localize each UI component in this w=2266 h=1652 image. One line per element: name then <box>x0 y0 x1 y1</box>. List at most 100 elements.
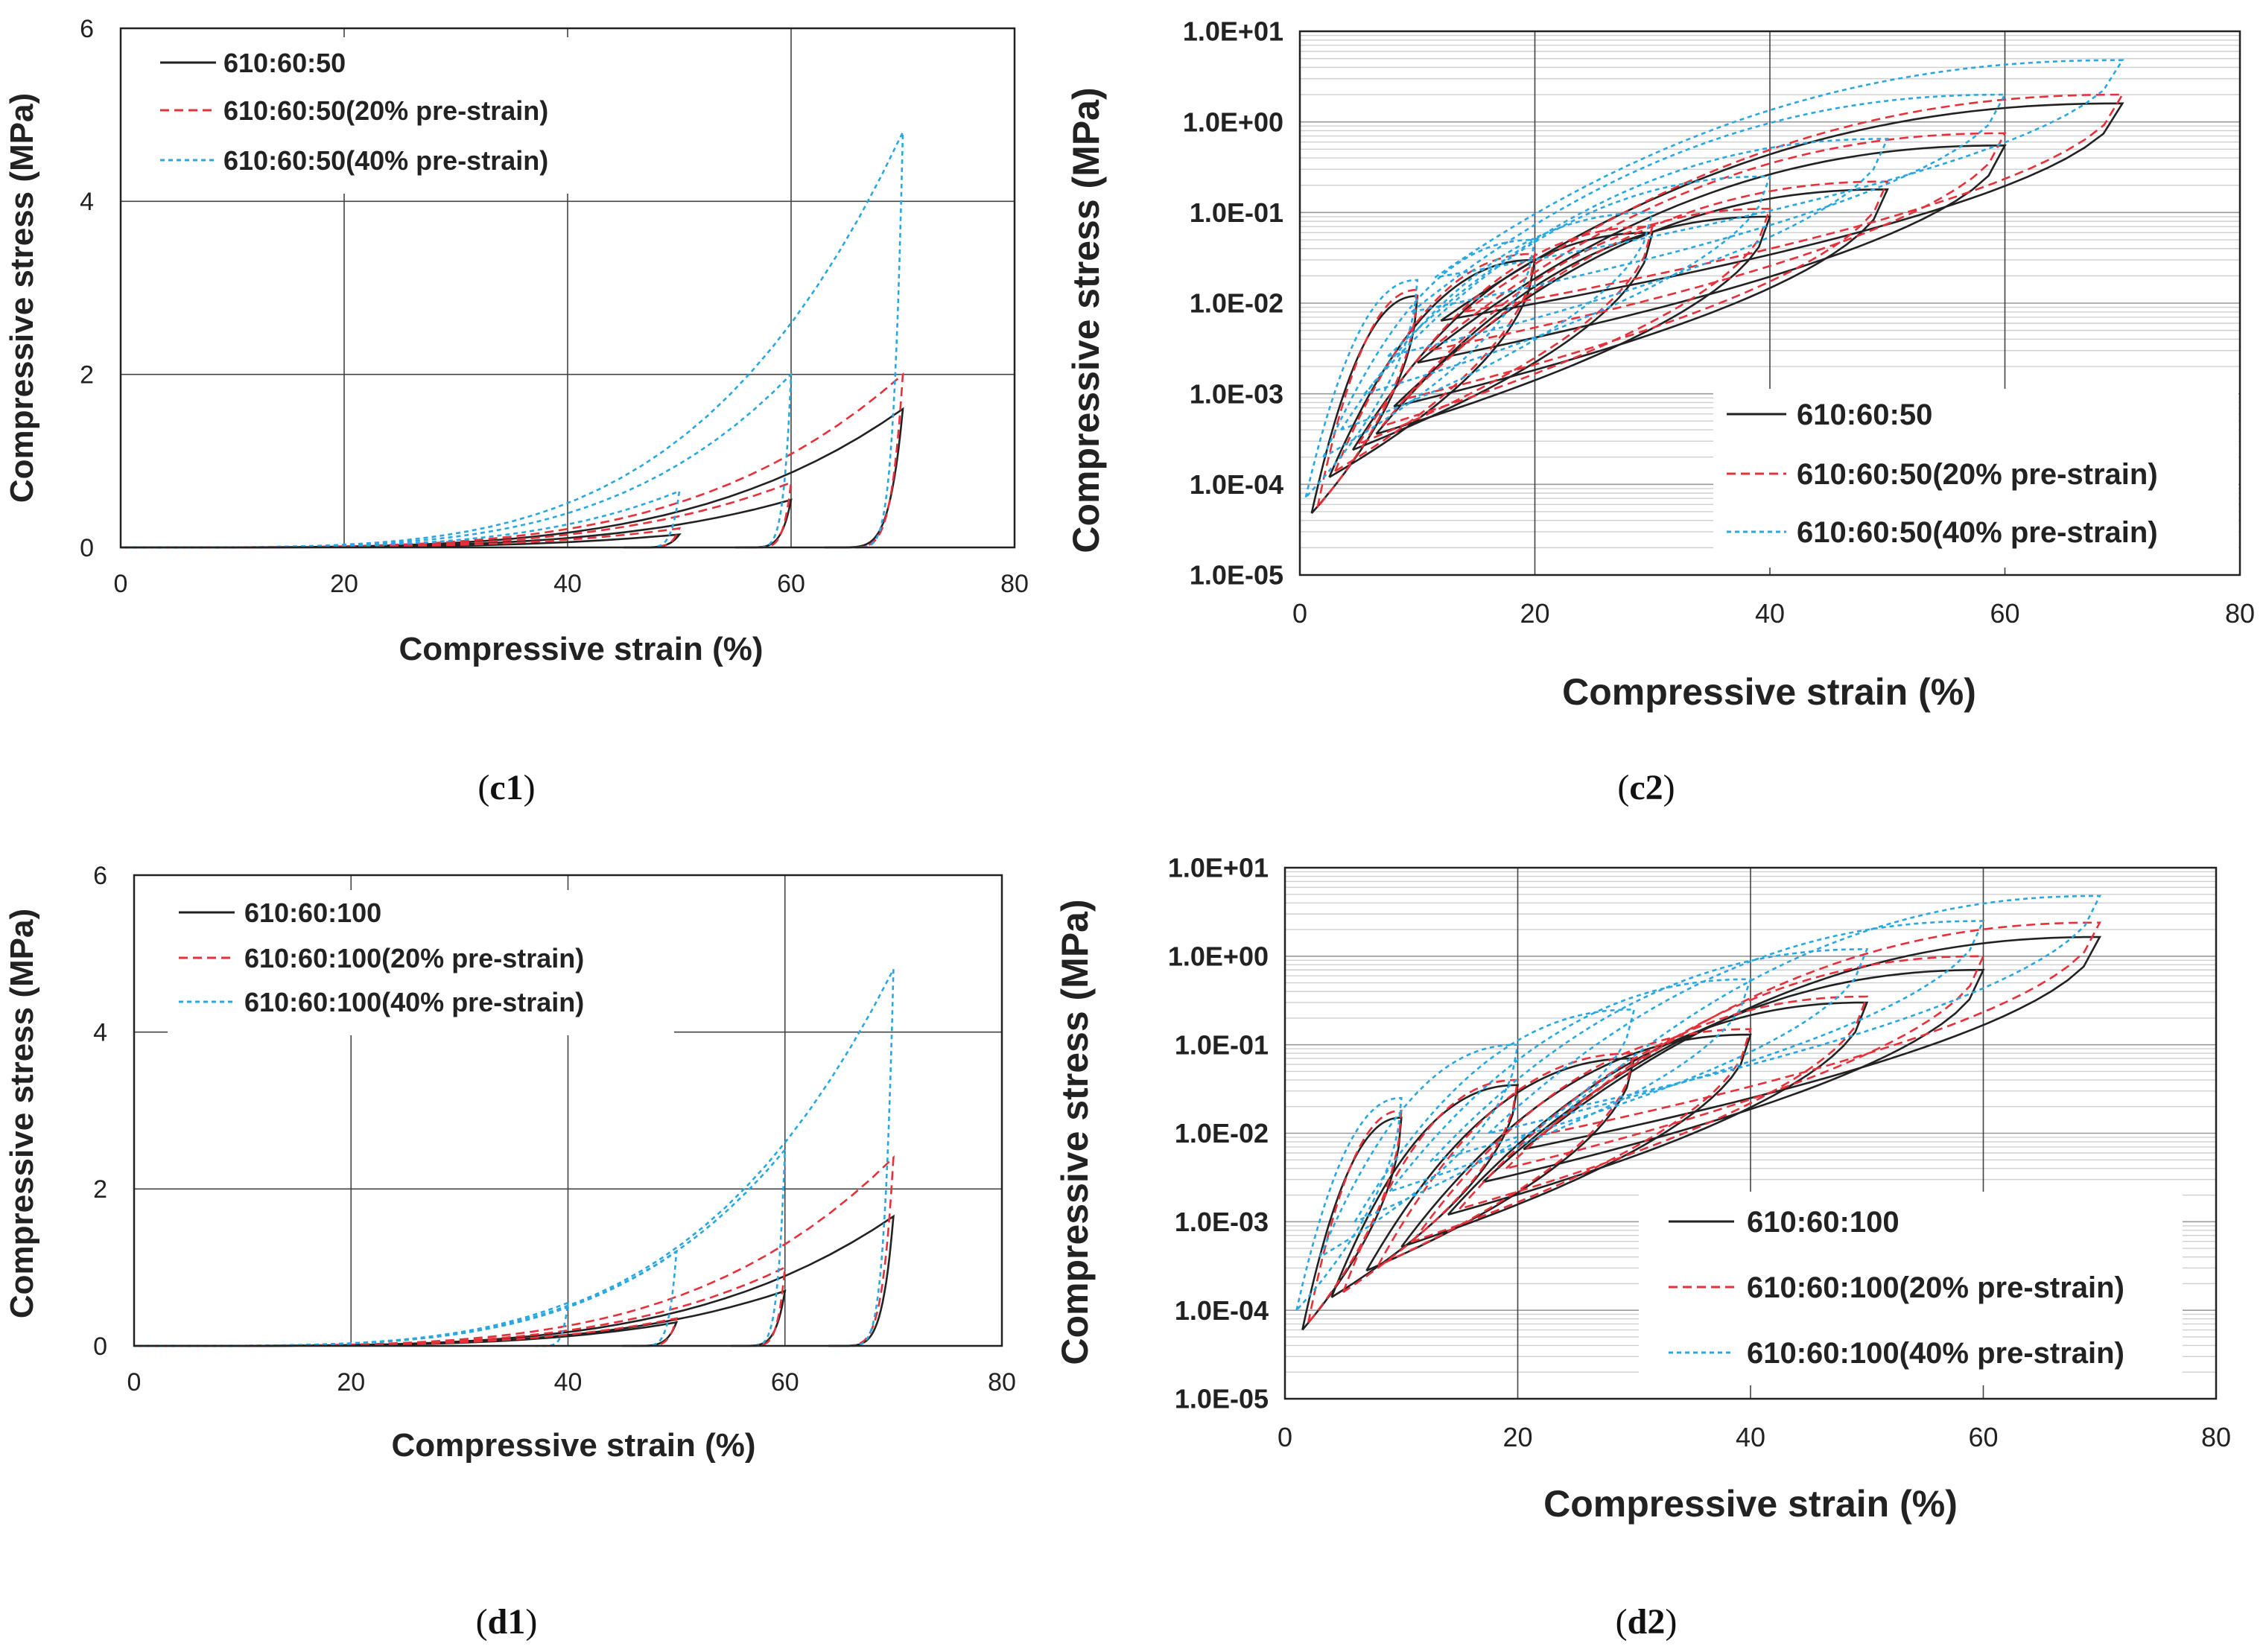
series-line <box>1322 238 1537 458</box>
y-tick-label: 1.0E-01 <box>1190 197 1283 228</box>
series-line <box>1353 1008 1636 1223</box>
x-tick-label: 40 <box>1755 598 1785 629</box>
series-line <box>1304 279 1419 498</box>
x-axis-title: Compressive strain (%) <box>1543 1483 1958 1525</box>
series-line <box>1318 1043 1520 1258</box>
series-line <box>1411 93 2007 314</box>
series-line <box>1389 978 1752 1192</box>
x-tick-label: 80 <box>2201 1422 2231 1452</box>
panel-c1: 0 20 40 60 80 0 2 4 6 Compressive strain (%) Com… <box>4 15 1029 807</box>
series-line <box>1375 215 1771 435</box>
series-line <box>1351 231 1654 451</box>
series-line <box>121 372 793 549</box>
series-line <box>134 968 895 1347</box>
panel-caption: (c2) <box>1617 768 1675 807</box>
x-tick-label: 80 <box>988 1368 1016 1397</box>
y-tick-label: 1.0E-05 <box>1175 1384 1269 1414</box>
y-tick-label: 2 <box>80 361 94 390</box>
panel-caption: (d1) <box>476 1602 538 1642</box>
series-line <box>1340 211 1654 431</box>
plot-frame <box>1298 30 2241 576</box>
x-axis-title: Compressive strain (%) <box>399 631 763 667</box>
y-tick-label: 4 <box>93 1019 107 1047</box>
series-line <box>1405 180 1889 400</box>
legend: 610:60:50 610:60:50(20% pre-strain) 610:… <box>160 48 548 176</box>
y-tick-label: 1.0E-02 <box>1190 288 1283 319</box>
x-tick-label: 60 <box>1968 1422 1998 1452</box>
x-tick-label: 20 <box>1502 1422 1532 1452</box>
series-line <box>1540 921 2101 1136</box>
y-axis-title: Compressive stress (MPa) <box>1065 87 1107 553</box>
y-tick-label: 1.0E-04 <box>1175 1295 1269 1326</box>
series-line <box>1464 93 2124 314</box>
series-line <box>1428 132 2007 352</box>
series-line <box>1523 935 2101 1151</box>
y-tick-label: 1.0E-01 <box>1175 1029 1269 1060</box>
series-line <box>121 480 793 549</box>
series-line <box>1429 948 1869 1163</box>
x-tick-label: 0 <box>127 1368 142 1397</box>
series-line <box>1316 288 1419 508</box>
x-tick-label: 40 <box>1736 1422 1765 1452</box>
series-line <box>134 1214 895 1347</box>
series-line <box>1482 968 1985 1184</box>
series-line <box>1447 1001 1869 1216</box>
legend-label: 610:60:100 <box>1747 1206 1900 1239</box>
series-line <box>1416 144 2007 364</box>
legend-label: 610:60:50(20% pre-strain) <box>1797 458 2158 491</box>
panel-caption: (d2) <box>1616 1602 1678 1642</box>
series-line <box>1334 252 1537 472</box>
legend-label: 610:60:50(40% pre-strain) <box>223 145 548 176</box>
legend-label: 610:60:50(40% pre-strain) <box>1797 516 2158 549</box>
legend-label: 610:60:100 <box>244 898 381 928</box>
series-line <box>1393 188 1889 408</box>
series-line <box>1381 207 1771 428</box>
legend-label: 610:60:100(20% pre-strain) <box>1747 1271 2124 1304</box>
series-line <box>1387 138 1889 358</box>
series-line <box>1569 895 2101 1110</box>
series-line <box>1307 1109 1403 1324</box>
x-tick-label: 40 <box>554 1368 583 1397</box>
y-tick-label: 1.0E-03 <box>1190 378 1283 409</box>
series-line <box>134 1265 787 1347</box>
legend-box <box>168 890 674 1035</box>
panel-d1: 0 20 40 60 80 0 2 4 6 Compressive strain (%) Com… <box>4 862 1016 1642</box>
x-axis-title: Compressive strain (%) <box>391 1427 755 1464</box>
caption-letter: d2 <box>1628 1602 1666 1642</box>
series-line <box>1459 995 1869 1210</box>
x-tick-label: 60 <box>777 570 805 598</box>
series-line <box>121 498 793 549</box>
series-line <box>1342 1078 1520 1293</box>
x-tick-label: 0 <box>1278 1422 1292 1452</box>
y-tick-label: 1.0E+01 <box>1183 16 1283 47</box>
x-axis-title: Compressive strain (%) <box>1562 671 1976 713</box>
panel-caption: (c1) <box>477 768 535 807</box>
series-line <box>1363 175 1771 395</box>
series-line <box>134 1317 678 1347</box>
y-tick-label: 1.0E-03 <box>1175 1207 1269 1237</box>
plot-frame <box>133 874 1003 1347</box>
series-line <box>121 489 681 549</box>
x-tick-label: 20 <box>337 1368 365 1397</box>
y-tick-label: 6 <box>80 15 94 43</box>
y-tick-label: 6 <box>93 862 107 890</box>
y-axis-title: Compressive stress (MPa) <box>4 909 40 1318</box>
y-tick-label: 1.0E-05 <box>1190 560 1283 591</box>
series-line <box>134 1289 787 1347</box>
y-tick-label: 4 <box>80 188 94 216</box>
y-tick-label: 1.0E+00 <box>1168 941 1269 971</box>
caption-letter: d1 <box>488 1602 526 1642</box>
series-line <box>1377 1052 1636 1267</box>
legend-label: 610:60:100(20% pre-strain) <box>244 943 584 973</box>
y-tick-label: 1.0E+01 <box>1168 853 1269 883</box>
caption-letter: c1 <box>489 768 523 807</box>
y-tick-label: 1.0E-02 <box>1175 1118 1269 1149</box>
legend-label: 610:60:50 <box>223 48 346 78</box>
x-tick-label: 0 <box>1292 598 1307 629</box>
y-tick-label: 0 <box>93 1332 107 1361</box>
x-tick-label: 80 <box>2225 598 2255 629</box>
x-tick-label: 60 <box>771 1368 799 1397</box>
legend: 610:60:50 610:60:50(20% pre-strain) 610:… <box>1727 398 2158 549</box>
y-axis-title: Compressive stress (MPa) <box>4 93 40 503</box>
legend-box <box>149 37 611 194</box>
